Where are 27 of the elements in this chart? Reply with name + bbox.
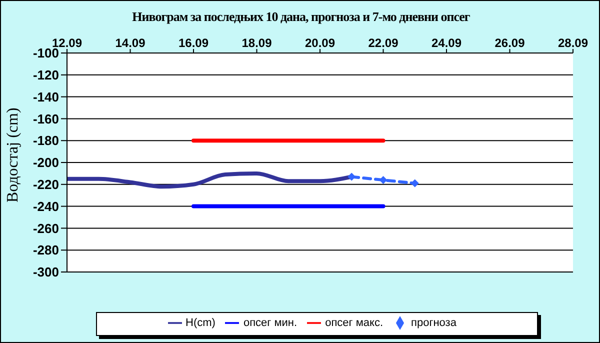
x-tick-label: 16.09: [178, 36, 209, 50]
chart-title: Нивограм за последњих 10 дана, прогноза и 7-мо дневни опсег: [131, 9, 471, 25]
y-tick-label: -140: [32, 89, 59, 104]
y-tick-label: -220: [32, 177, 59, 192]
x-tick-label: 22.09: [368, 36, 399, 50]
y-tick-label: -200: [32, 155, 59, 170]
y-tick-label: -240: [32, 198, 59, 214]
y-tick-label: -160: [32, 111, 59, 126]
legend-label: опсег мин.: [243, 317, 298, 329]
legend-label: опсег макс.: [325, 317, 384, 329]
x-tick-label: 18.09: [242, 36, 272, 50]
y-tick-label: -280: [32, 242, 59, 258]
x-tick-label: 20.09: [304, 36, 336, 50]
point: [348, 172, 356, 181]
y-tick-label: -260: [32, 220, 59, 236]
y-tick-label: -180: [32, 133, 59, 148]
x-tick-label: 26.09: [494, 36, 526, 50]
legend-label: H(cm): [186, 317, 216, 329]
x-tick-label: 28.09: [558, 36, 588, 50]
x-tick-label: 24.09: [431, 36, 462, 50]
y-tick-label: -120: [32, 68, 59, 83]
legend-label: прогноза: [411, 317, 456, 329]
point: [379, 176, 388, 184]
point: [410, 179, 419, 188]
y-tick-label: -300: [32, 264, 59, 280]
y-axis-title: Водостај (cm): [4, 108, 22, 202]
x-tick-label: 14.09: [115, 36, 146, 50]
